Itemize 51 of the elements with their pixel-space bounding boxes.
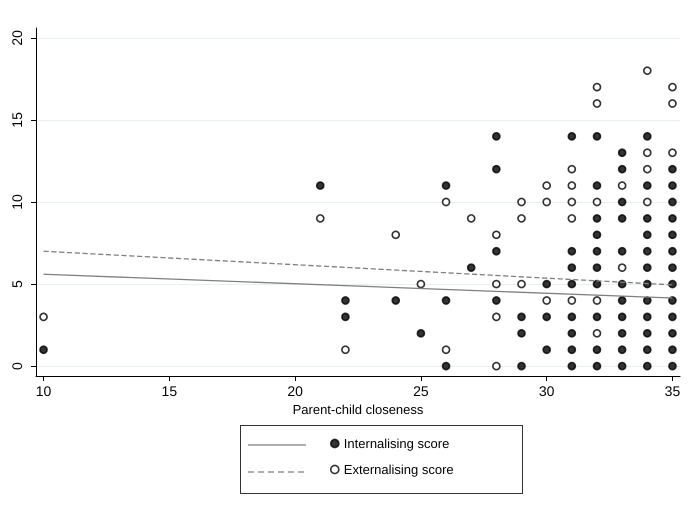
legend-label: Externalising score [344, 462, 454, 477]
point [618, 181, 626, 190]
y-tick-label: 15 [9, 112, 25, 128]
x-tick-label: 25 [413, 383, 429, 399]
point [492, 230, 501, 240]
point [492, 362, 501, 370]
legend-label: Internalising score [344, 436, 450, 451]
point [341, 345, 350, 354]
point [416, 280, 426, 288]
point [517, 214, 526, 223]
x-tick-label: 30 [538, 383, 555, 399]
point [592, 82, 602, 92]
point [618, 263, 626, 272]
x-tick-label: 15 [162, 383, 178, 399]
point [492, 312, 501, 322]
point [466, 214, 476, 223]
x-tick-label: 35 [664, 383, 680, 399]
point [592, 99, 602, 108]
point [643, 164, 652, 174]
point [568, 198, 576, 206]
point [442, 198, 450, 206]
point [39, 312, 48, 322]
x-tick-label: 10 [36, 383, 52, 399]
x-tick-label: 20 [287, 383, 304, 399]
point [492, 280, 501, 288]
point [542, 181, 551, 190]
point [391, 230, 400, 240]
y-tick-label: 10 [9, 194, 25, 210]
point [442, 345, 450, 354]
point [568, 296, 576, 305]
point [316, 214, 325, 223]
point [517, 280, 526, 288]
point [668, 148, 677, 158]
point [517, 198, 526, 206]
point [568, 214, 576, 223]
point [643, 66, 652, 75]
point [568, 181, 576, 190]
point [568, 164, 576, 174]
point [542, 296, 551, 305]
point [668, 82, 677, 92]
point [643, 198, 652, 206]
point [542, 198, 551, 206]
point [592, 198, 602, 206]
x-axis-title: Parent-child closeness [292, 402, 424, 417]
y-tick-label: 5 [9, 280, 25, 288]
point [592, 329, 602, 338]
point [592, 296, 602, 305]
y-tick-label: 0 [9, 362, 25, 370]
y-tick-label: 20 [9, 30, 25, 46]
point [668, 99, 677, 108]
point [643, 148, 652, 158]
